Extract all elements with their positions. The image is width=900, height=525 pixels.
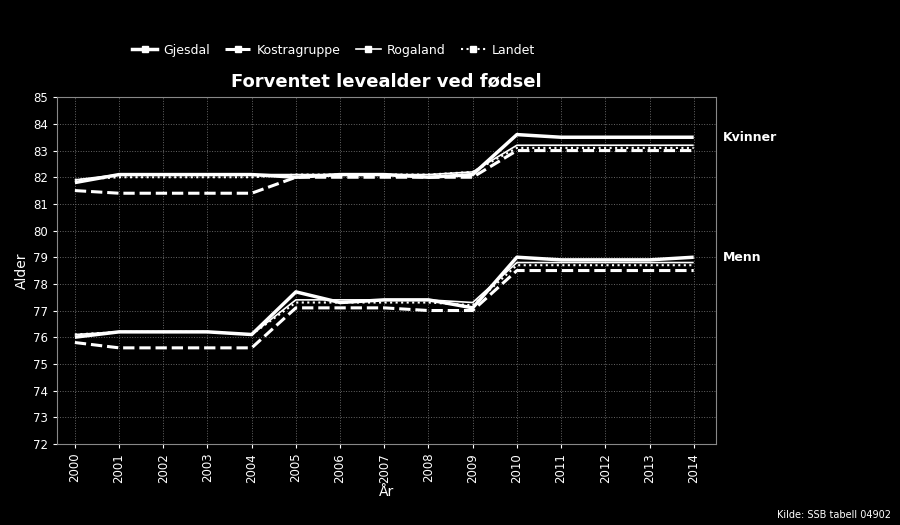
Legend: Gjesdal, Kostragruppe, Rogaland, Landet: Gjesdal, Kostragruppe, Rogaland, Landet [130,41,537,59]
Title: Forventet levealder ved fødsel: Forventet levealder ved fødsel [231,72,542,90]
Text: Kvinner: Kvinner [723,131,777,144]
Text: Menn: Menn [723,251,761,264]
Y-axis label: Alder: Alder [15,253,29,289]
Text: Kilde: SSB tabell 04902: Kilde: SSB tabell 04902 [777,510,891,520]
X-axis label: År: År [379,486,394,499]
